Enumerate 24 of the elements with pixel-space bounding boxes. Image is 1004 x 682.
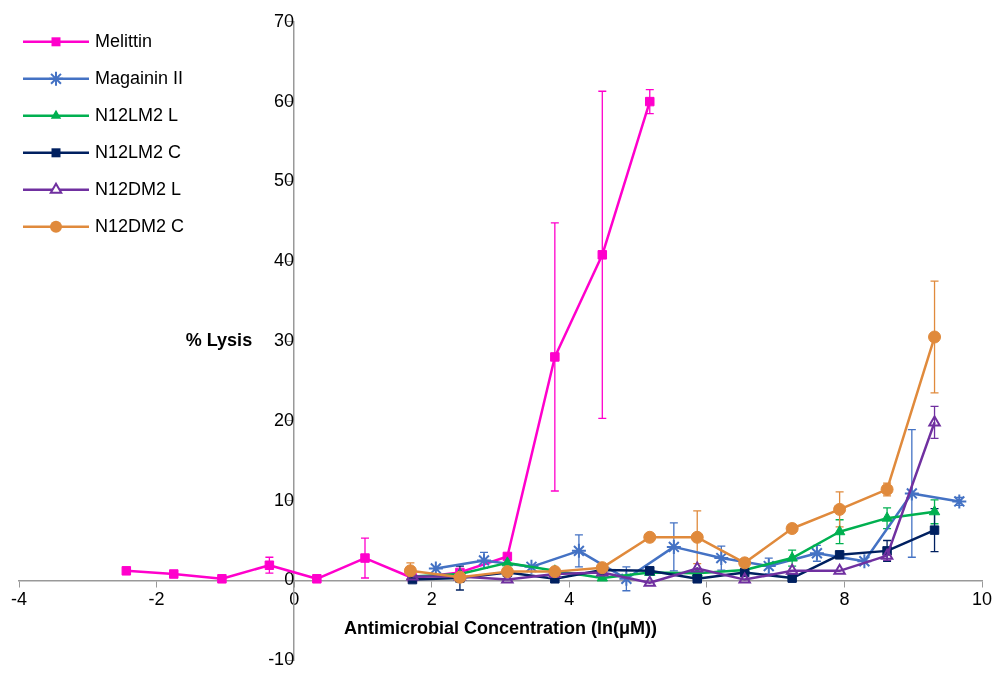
x-tick-label: 2 [426,589,437,610]
y-tick-label: -10 [268,649,295,670]
y-tick-label: 40 [274,250,295,271]
y-tick-label: 0 [284,569,295,590]
x-tick-label: 8 [839,589,850,610]
legend-label: N12DM2 C [95,215,185,236]
x-tick-label: -2 [148,589,165,610]
legend-label: N12LM2 L [95,104,179,125]
x-tick-label: 10 [971,589,993,610]
x-tick-label: 6 [701,589,712,610]
legend-label: Magainin II [95,67,184,88]
y-tick-label: 70 [274,10,295,31]
legend-label: Melittin [95,30,153,51]
x-axis-title: Antimicrobial Concentration (ln(μM)) [344,617,657,638]
y-tick-label: 20 [274,409,295,430]
legend-label: N12DM2 L [95,178,182,199]
y-tick-label: 10 [274,489,295,510]
x-tick-label: 4 [564,589,575,610]
y-axis-title: % Lysis [185,329,253,350]
y-tick-label: 30 [274,329,295,350]
x-tick-label: -4 [10,589,28,610]
legend-label: N12LM2 C [95,141,182,162]
y-tick-label: 60 [274,90,295,111]
y-tick-label: 50 [274,170,295,191]
